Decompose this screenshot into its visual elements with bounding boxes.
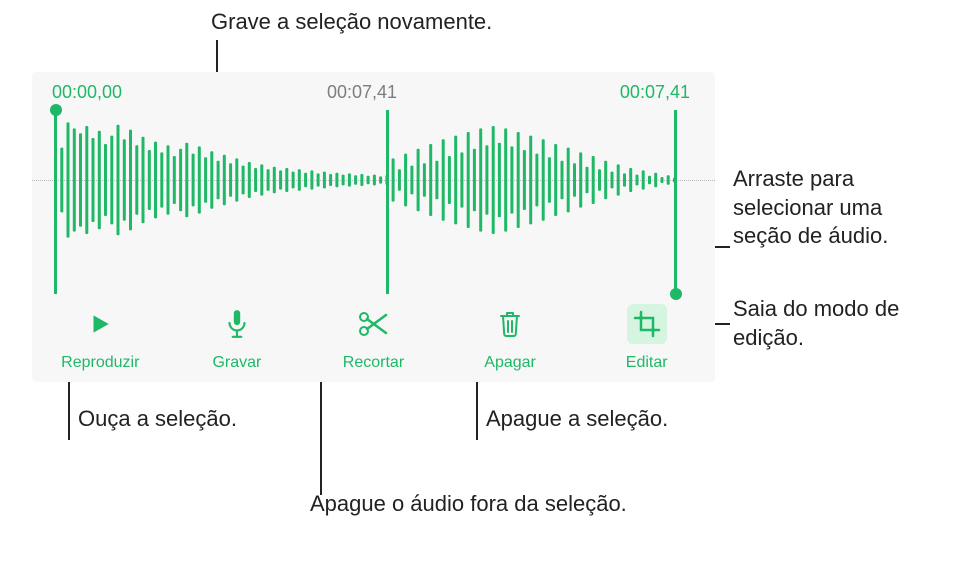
time-end: 00:07,41 xyxy=(620,82,690,103)
delete-button[interactable]: Apagar xyxy=(460,304,560,372)
time-position: 00:07,41 xyxy=(327,82,397,103)
editor-toolbar: Reproduzir Gravar Recortar Apagar Editar xyxy=(32,304,715,372)
play-label: Reproduzir xyxy=(61,354,139,372)
trash-icon xyxy=(490,304,530,344)
trim-label: Recortar xyxy=(343,354,404,372)
record-button[interactable]: Gravar xyxy=(187,304,287,372)
time-start: 00:00,00 xyxy=(52,82,122,103)
audio-editor-panel: 00:00,00 00:07,41 00:07,41 Reproduzir Gr… xyxy=(32,72,715,382)
play-button[interactable]: Reproduzir xyxy=(50,304,150,372)
scissors-icon xyxy=(353,304,393,344)
callout-trim-outside: Apague o áudio fora da seleção. xyxy=(310,490,627,519)
delete-label: Apagar xyxy=(484,354,536,372)
callout-play-text: Ouça a seleção. xyxy=(78,406,237,431)
callout-record: Grave a seleção novamente. xyxy=(211,8,492,37)
callout-exit-edit: Saia do modo de edição. xyxy=(733,295,943,352)
callout-drag: Arraste para selecionar uma seção de áud… xyxy=(733,165,943,251)
waveform-area[interactable] xyxy=(32,110,715,250)
callout-play-listen: Ouça a seleção. xyxy=(78,405,237,434)
play-icon xyxy=(80,304,120,344)
trim-button[interactable]: Recortar xyxy=(323,304,423,372)
edit-label: Editar xyxy=(626,354,668,372)
microphone-icon xyxy=(217,304,257,344)
waveform[interactable] xyxy=(54,110,676,250)
record-label: Gravar xyxy=(212,354,261,372)
edit-button[interactable]: Editar xyxy=(597,304,697,372)
crop-icon xyxy=(627,304,667,344)
playhead[interactable] xyxy=(386,110,389,294)
callout-delete-sel: Apague a seleção. xyxy=(486,405,668,434)
selection-handle-right[interactable] xyxy=(674,110,677,294)
selection-handle-left[interactable] xyxy=(54,110,57,294)
